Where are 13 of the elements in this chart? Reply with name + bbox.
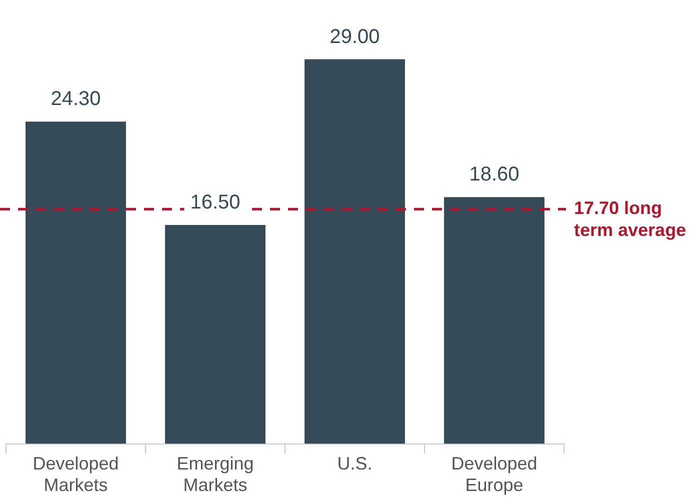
bar [26, 122, 126, 444]
x-tick-label: U.S. [337, 454, 372, 474]
data-label: 16.50 [190, 192, 240, 214]
bar [304, 59, 405, 444]
x-tick-label: Developed Markets [32, 454, 119, 496]
data-label: 29.00 [330, 26, 380, 48]
bar [165, 225, 266, 444]
bar [444, 197, 544, 444]
x-tick-label: Emerging Markets [176, 454, 254, 496]
x-tick-label: Developed Europe [451, 454, 538, 496]
data-label: 18.60 [469, 164, 520, 186]
ref-line-label: 17.70 long term average [574, 198, 686, 240]
data-label: 24.30 [50, 88, 101, 110]
